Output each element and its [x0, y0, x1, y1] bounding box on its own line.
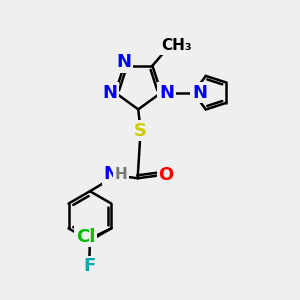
- Text: S: S: [134, 122, 147, 140]
- Text: N: N: [116, 53, 131, 71]
- Text: N: N: [159, 84, 174, 102]
- Text: N: N: [192, 84, 207, 102]
- Text: F: F: [83, 257, 95, 275]
- Text: CH₃: CH₃: [161, 38, 192, 53]
- Text: Cl: Cl: [76, 228, 95, 246]
- Text: N: N: [103, 165, 118, 183]
- Text: O: O: [159, 166, 174, 184]
- Text: N: N: [103, 84, 118, 102]
- Text: H: H: [115, 167, 128, 182]
